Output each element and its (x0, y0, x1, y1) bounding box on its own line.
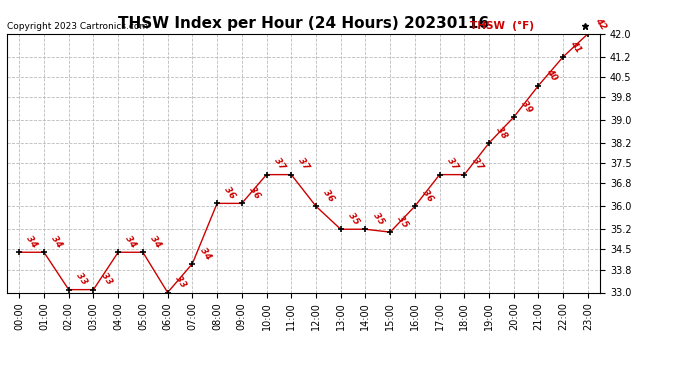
Text: 40: 40 (544, 68, 559, 83)
Text: 36: 36 (247, 185, 262, 201)
Text: 38: 38 (495, 125, 509, 140)
Text: 33: 33 (99, 272, 114, 287)
Text: 37: 37 (297, 156, 311, 172)
Text: 35: 35 (346, 211, 361, 226)
Text: 33: 33 (75, 272, 89, 287)
Text: 33: 33 (173, 274, 188, 290)
Text: 34: 34 (198, 246, 213, 261)
Text: Copyright 2023 Cartronics.com: Copyright 2023 Cartronics.com (7, 22, 148, 31)
Text: 37: 37 (445, 156, 460, 172)
Text: 39: 39 (520, 99, 534, 114)
Text: 34: 34 (50, 234, 64, 249)
Text: 42: 42 (593, 16, 608, 31)
Title: THSW Index per Hour (24 Hours) 20230116: THSW Index per Hour (24 Hours) 20230116 (118, 16, 489, 31)
Text: 41: 41 (569, 39, 583, 54)
Text: THSW  (°F): THSW (°F) (470, 21, 534, 31)
Text: 34: 34 (25, 234, 39, 249)
Text: 36: 36 (223, 185, 237, 201)
Text: 37: 37 (272, 156, 286, 172)
Text: 36: 36 (420, 188, 435, 204)
Text: 36: 36 (322, 188, 336, 204)
Text: 35: 35 (371, 211, 386, 226)
Text: 34: 34 (148, 234, 163, 249)
Text: 37: 37 (470, 156, 484, 172)
Text: 34: 34 (124, 234, 138, 249)
Text: 35: 35 (395, 214, 411, 230)
